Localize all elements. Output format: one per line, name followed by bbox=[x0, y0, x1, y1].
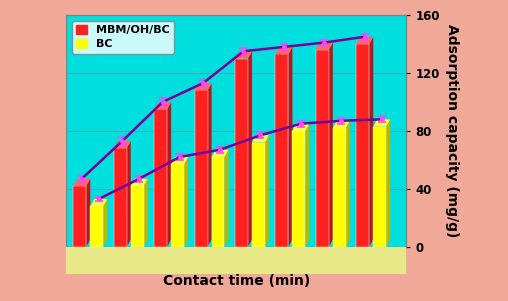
Polygon shape bbox=[356, 44, 369, 247]
Polygon shape bbox=[305, 124, 309, 247]
Polygon shape bbox=[265, 135, 269, 247]
Legend: MBM/OH/BC, BC: MBM/OH/BC, BC bbox=[72, 20, 174, 54]
Polygon shape bbox=[171, 157, 188, 164]
Polygon shape bbox=[293, 131, 305, 247]
X-axis label: Contact time (min): Contact time (min) bbox=[163, 275, 310, 288]
Polygon shape bbox=[114, 141, 131, 148]
Polygon shape bbox=[208, 83, 211, 247]
Polygon shape bbox=[90, 206, 103, 247]
Polygon shape bbox=[329, 42, 333, 247]
Polygon shape bbox=[235, 58, 248, 247]
Polygon shape bbox=[373, 127, 386, 247]
Polygon shape bbox=[373, 119, 390, 127]
Polygon shape bbox=[144, 179, 148, 247]
Polygon shape bbox=[211, 150, 229, 157]
Polygon shape bbox=[225, 150, 229, 247]
Polygon shape bbox=[184, 157, 188, 247]
Polygon shape bbox=[356, 37, 373, 44]
Polygon shape bbox=[154, 102, 171, 109]
Polygon shape bbox=[248, 51, 252, 247]
Y-axis label: Adsorption capacity (mg/g): Adsorption capacity (mg/g) bbox=[446, 24, 459, 237]
Polygon shape bbox=[73, 179, 90, 186]
Polygon shape bbox=[293, 124, 309, 131]
Polygon shape bbox=[289, 47, 293, 247]
Polygon shape bbox=[131, 179, 148, 186]
Polygon shape bbox=[386, 119, 390, 247]
Polygon shape bbox=[103, 199, 107, 247]
Polygon shape bbox=[126, 141, 131, 247]
Polygon shape bbox=[316, 42, 333, 50]
Polygon shape bbox=[114, 148, 126, 247]
Polygon shape bbox=[369, 37, 373, 247]
Polygon shape bbox=[316, 50, 329, 247]
Polygon shape bbox=[211, 157, 225, 247]
Polygon shape bbox=[171, 164, 184, 247]
Polygon shape bbox=[131, 186, 144, 247]
Polygon shape bbox=[252, 143, 265, 247]
Polygon shape bbox=[73, 186, 86, 247]
Polygon shape bbox=[346, 121, 350, 247]
Polygon shape bbox=[154, 109, 167, 247]
Polygon shape bbox=[235, 51, 252, 58]
Polygon shape bbox=[195, 83, 211, 90]
Polygon shape bbox=[167, 102, 171, 247]
Polygon shape bbox=[333, 121, 350, 128]
Polygon shape bbox=[275, 47, 293, 54]
Polygon shape bbox=[86, 179, 90, 247]
Polygon shape bbox=[252, 135, 269, 143]
Polygon shape bbox=[333, 128, 346, 247]
Polygon shape bbox=[195, 90, 208, 247]
Polygon shape bbox=[90, 199, 107, 206]
Polygon shape bbox=[275, 54, 289, 247]
